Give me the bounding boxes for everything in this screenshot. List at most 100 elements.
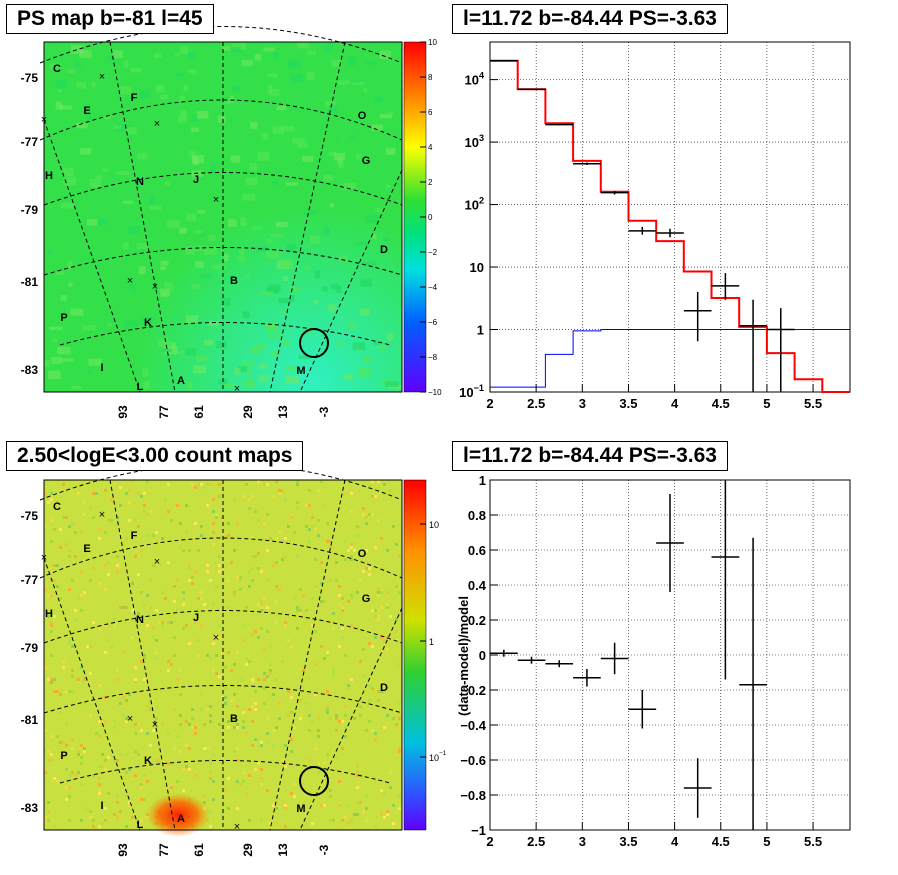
count-texture-cell	[254, 690, 257, 693]
count-texture-cell	[53, 825, 56, 828]
count-texture-cell	[362, 570, 365, 573]
count-texture-cell	[398, 750, 401, 753]
count-texture-cell	[308, 489, 311, 492]
count-texture-cell	[383, 639, 386, 642]
count-texture-cell	[275, 726, 278, 729]
count-texture-cell	[236, 723, 239, 726]
count-texture-cell	[374, 732, 377, 735]
count-texture-cell	[296, 501, 299, 504]
count-texture-cell	[296, 483, 299, 486]
ps-texture-cell	[363, 261, 377, 266]
count-texture-cell	[98, 792, 101, 795]
count-texture-cell	[290, 792, 293, 795]
count-texture-cell	[107, 756, 110, 759]
ps-region-label-b: B	[230, 275, 238, 287]
count-texture-cell	[236, 705, 239, 708]
ps-texture-cell	[329, 203, 334, 208]
ps-texture-cell	[126, 127, 137, 135]
count-texture-cell	[365, 522, 368, 525]
count-texture-cell	[50, 753, 53, 756]
count-texture-cell	[335, 579, 338, 582]
count-texture-cell	[122, 651, 125, 654]
count-texture-cell	[146, 480, 149, 483]
count-map-x-tick: 13	[276, 843, 290, 857]
ps-texture-cell	[327, 42, 333, 46]
residual-y-tick-label: −0.2	[460, 683, 486, 698]
ps-texture-cell	[342, 182, 357, 191]
count-texture-cell	[89, 579, 92, 582]
ps-texture-cell	[174, 52, 180, 56]
count-texture-cell	[167, 669, 170, 672]
data-point	[628, 226, 657, 235]
count-texture-cell	[308, 729, 311, 732]
count-texture-cell	[68, 525, 71, 528]
count-texture-cell	[359, 579, 362, 582]
ps-texture-cell	[196, 355, 208, 362]
count-texture-cell	[134, 678, 137, 681]
count-texture-cell	[92, 825, 95, 828]
count-texture-cell	[284, 744, 287, 747]
ps-texture-cell	[351, 82, 365, 85]
count-texture-cell	[284, 807, 287, 810]
ps-texture-cell	[160, 94, 169, 100]
ps-texture-cell	[288, 286, 301, 291]
count-texture-cell	[101, 822, 104, 825]
count-texture-cell	[197, 639, 200, 642]
count-texture-cell	[377, 588, 380, 591]
count-texture-cell	[185, 624, 188, 627]
ps-texture-cell	[360, 308, 370, 316]
count-texture-cell	[260, 741, 263, 744]
count-texture-cell	[308, 714, 311, 717]
count-texture-cell	[47, 759, 50, 762]
count-texture-cell	[251, 744, 254, 747]
count-texture-cell	[281, 540, 284, 543]
data-point	[766, 308, 795, 392]
count-texture-cell	[140, 786, 143, 789]
count-texture-cell	[311, 624, 314, 627]
ps-texture-cell	[338, 136, 343, 141]
data-point	[656, 228, 684, 238]
count-texture-cell	[98, 765, 101, 768]
count-texture-cell	[164, 498, 167, 501]
count-texture-cell	[200, 534, 203, 537]
count-texture-cell	[365, 516, 368, 519]
count-texture-cell	[155, 717, 158, 720]
count-texture-cell	[227, 807, 230, 810]
count-texture-cell	[308, 540, 311, 543]
count-texture-cell	[77, 492, 80, 495]
ps-colorbar-ticks: 10 8 6 4 2 0 −2 −4 −6 −8 −10	[420, 38, 442, 397]
count-texture-cell	[50, 759, 53, 762]
ps-texture-cell	[270, 350, 280, 357]
count-texture-cell	[143, 678, 146, 681]
count-texture-cell	[365, 729, 368, 732]
count-texture-cell	[326, 690, 329, 693]
count-texture-cell	[341, 747, 344, 750]
count-texture-cell	[314, 558, 317, 561]
count-texture-cell	[386, 648, 389, 651]
count-texture-cell	[341, 819, 344, 822]
count-texture-cell	[350, 594, 353, 597]
count-texture-cell	[293, 783, 296, 786]
count-texture-cell	[119, 486, 122, 489]
ps-texture-cell	[200, 274, 213, 278]
ps-texture-cell	[120, 86, 132, 95]
count-texture-cell	[209, 762, 212, 765]
ps-region-label-l: L	[137, 381, 144, 393]
ps-texture-cell	[113, 125, 122, 129]
count-texture-cell	[161, 624, 164, 627]
ps-texture-cell	[191, 283, 200, 289]
count-texture-cell	[344, 705, 347, 708]
count-texture-cell	[191, 483, 194, 486]
count-texture-cell	[143, 657, 146, 660]
count-texture-cell	[59, 546, 62, 549]
count-texture-cell	[110, 519, 113, 522]
ps-texture-cell	[207, 320, 219, 327]
count-texture-cell	[113, 759, 116, 762]
ps-texture-cell	[232, 43, 246, 51]
ps-texture-cell	[116, 124, 130, 132]
ps-texture-cell	[254, 53, 262, 61]
ps-texture-cell	[112, 50, 123, 59]
count-texture-cell	[215, 585, 218, 588]
count-texture-cell	[257, 480, 260, 483]
count-texture-cell	[155, 531, 158, 534]
